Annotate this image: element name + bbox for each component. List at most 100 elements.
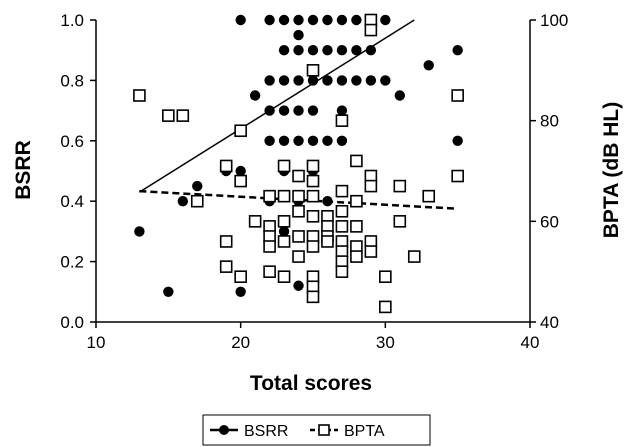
legend-item-bpta: BPTA [310,423,385,440]
bsrr-point [351,14,362,26]
bpta-point [292,250,305,263]
bpta-point [335,184,349,198]
x-axis-title: Total scores [250,372,372,395]
bsrr-point [235,14,246,26]
bsrr-point [235,286,246,297]
bpta-point [248,215,262,228]
bpta-point [263,265,276,278]
bpta-point [379,270,392,284]
bpta-point [219,159,233,173]
bsrr-point [365,45,377,56]
bpta-point [277,189,291,203]
bpta-point [379,300,392,314]
bpta-point [234,174,247,188]
bpta-point [364,23,378,37]
bsrr-point [264,135,275,146]
bpta-point [306,174,320,188]
bsrr-point [394,90,405,101]
bpta-point [219,235,233,248]
y2-tick-label: 100 [540,11,568,30]
bsrr-point [322,196,333,207]
x-tick-label: 10 [87,333,106,352]
bpta-point [277,235,291,248]
bsrr-point [380,14,391,26]
bsrr-point [351,45,362,56]
bsrr-point [278,45,290,56]
bpta-point [335,204,349,218]
bpta-point [306,240,320,253]
bpta-point [292,169,305,183]
bpta-point [350,194,363,208]
bsrr-point [264,105,275,116]
bsrr-point [278,105,290,116]
bsrr-point [452,45,463,56]
bpta-point [393,215,407,228]
bpta-point [306,64,320,77]
bsrr-point [293,14,304,26]
bpta-point [364,245,378,258]
bsrr-point [380,75,391,86]
bpta-point [350,220,363,233]
bsrr-point [452,135,463,146]
bsrr-point [336,135,348,146]
bsrr-point [322,75,333,86]
legend: BSRR BPTA [202,414,431,446]
y2-tick-label: 60 [540,212,559,231]
bsrr-point [336,105,348,116]
bsrr-point [293,75,304,86]
bsrr-point [264,75,275,86]
legend-bpta-marker [318,424,330,436]
bsrr-point [322,135,333,146]
y-tick-label: 0.4 [60,192,84,211]
bsrr-point [293,280,304,291]
bsrr-point [307,135,319,146]
y2-tick-label: 40 [540,313,559,332]
bsrr-point [192,180,203,192]
bsrr-point [322,45,333,56]
axes: 10 20 30 40 0.0 0.2 0.4 0.6 0.8 1.0 40 60 80 100 [60,11,568,352]
x-tick-label: 40 [521,333,540,352]
bpta-point [393,179,407,193]
bpta-point [292,189,305,203]
bpta-point [364,179,378,193]
bpta-point [335,220,349,233]
bpta-point [277,270,291,284]
bsrr-point [365,75,377,86]
bpta-point [335,114,349,127]
bsrr-point [293,135,304,146]
bsrr-point [293,45,304,56]
x-tick-label: 30 [376,333,395,352]
bsrr-point [235,165,246,177]
bsrr-point [278,14,290,26]
bsrr-point [134,226,145,237]
bpta-point [162,109,175,122]
bsrr-point [293,29,304,41]
bsrr-point [307,105,319,116]
bpta-point [407,250,421,263]
bpta-point [451,169,464,183]
y-tick-label: 1.0 [60,11,84,30]
bsrr-point [351,75,362,86]
legend-bsrr-marker [219,425,229,435]
bsrr-point [423,60,434,71]
bpta-point [350,250,363,263]
bsrr-point [278,75,290,86]
y-tick-label: 0.2 [60,253,84,272]
bpta-point [219,260,233,273]
bpta-point [234,270,247,284]
bsrr-point [249,90,261,101]
bsrr-point [278,135,290,146]
bsrr-point [163,286,174,297]
bpta-point [422,189,436,203]
bsrr-point [278,226,290,237]
bpta-point [292,230,305,243]
bpta-point [176,109,190,122]
legend-bsrr-label: BSRR [244,423,288,440]
legend-bpta-label: BPTA [344,423,385,440]
legend-box [202,414,431,446]
bsrr-point [336,45,348,56]
y-axis-title: BSRR [12,140,35,200]
bpta-point [335,265,349,278]
legend-item-bsrr: BSRR [210,423,288,440]
